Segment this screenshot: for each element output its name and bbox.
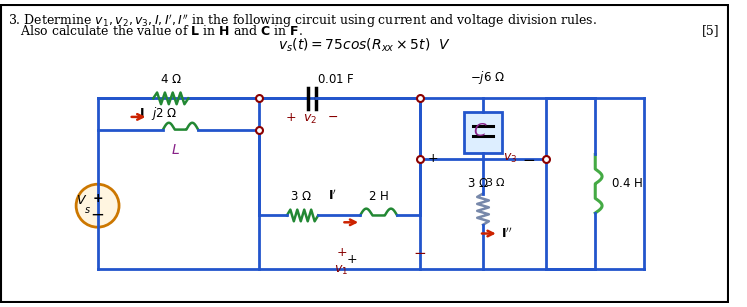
Text: $j2\ \Omega$: $j2\ \Omega$ bbox=[151, 106, 178, 122]
Text: $v_3$: $v_3$ bbox=[503, 152, 517, 165]
Text: Also calculate the value of $\mathbf{L}$ in $\mathbf{H}$ and $\mathbf{C}$ in $\m: Also calculate the value of $\mathbf{L}$… bbox=[19, 24, 303, 38]
Text: $+\ \ v_2\ \ -$: $+\ \ v_2\ \ -$ bbox=[285, 112, 339, 126]
Text: $3\ \Omega$: $3\ \Omega$ bbox=[290, 190, 311, 203]
Text: $3\ \Omega$: $3\ \Omega$ bbox=[467, 177, 489, 190]
Text: 3. Determine $v_1, v_2, v_3, I, I', I''$ in the following circuit using current : 3. Determine $v_1, v_2, v_3, I, I', I''$… bbox=[7, 13, 597, 30]
Circle shape bbox=[76, 184, 119, 227]
Text: $-$: $-$ bbox=[413, 244, 427, 259]
Text: $V$: $V$ bbox=[76, 194, 87, 207]
Text: $+$: $+$ bbox=[336, 247, 347, 259]
Text: $\mathbf{I}'$: $\mathbf{I}'$ bbox=[328, 188, 337, 203]
Text: $-j6\ \Omega$: $-j6\ \Omega$ bbox=[471, 69, 506, 86]
Text: $0.4\ \mathrm{H}$: $0.4\ \mathrm{H}$ bbox=[611, 177, 643, 190]
Text: −: − bbox=[90, 205, 105, 223]
Text: [5]: [5] bbox=[701, 24, 719, 37]
Text: $-$: $-$ bbox=[521, 151, 535, 166]
Text: $v_1$: $v_1$ bbox=[335, 264, 349, 277]
Text: $+$: $+$ bbox=[427, 152, 438, 165]
Bar bbox=[465, 112, 501, 153]
Text: $C$: $C$ bbox=[473, 122, 487, 140]
Text: $0.01\ \mathrm{F}$: $0.01\ \mathrm{F}$ bbox=[317, 73, 355, 86]
Text: $v_s(t) = 75cos(R_{xx} \times 5t)\ \ V$: $v_s(t) = 75cos(R_{xx} \times 5t)\ \ V$ bbox=[277, 37, 450, 54]
Text: $L$: $L$ bbox=[171, 143, 180, 157]
Text: $\mathbf{I}''$: $\mathbf{I}''$ bbox=[500, 226, 512, 241]
Text: $2\ \mathrm{H}$: $2\ \mathrm{H}$ bbox=[368, 190, 389, 203]
Text: +: + bbox=[93, 192, 103, 205]
Text: $s$: $s$ bbox=[84, 204, 91, 215]
Text: $3\ \Omega$: $3\ \Omega$ bbox=[485, 176, 506, 188]
Text: $+$: $+$ bbox=[346, 253, 357, 266]
Text: $4\ \Omega$: $4\ \Omega$ bbox=[160, 73, 182, 86]
Text: $\mathbf{I}$: $\mathbf{I}$ bbox=[139, 107, 144, 120]
